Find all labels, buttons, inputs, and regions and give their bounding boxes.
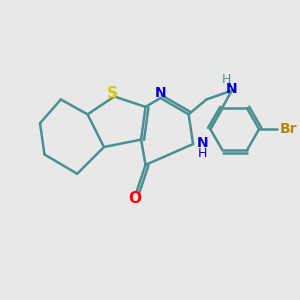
- Text: O: O: [129, 191, 142, 206]
- Text: N: N: [197, 136, 208, 150]
- Text: Br: Br: [280, 122, 297, 136]
- Text: N: N: [154, 85, 166, 100]
- Text: H: H: [222, 73, 231, 86]
- Text: N: N: [226, 82, 238, 96]
- Text: H: H: [198, 147, 207, 161]
- Text: S: S: [107, 86, 118, 101]
